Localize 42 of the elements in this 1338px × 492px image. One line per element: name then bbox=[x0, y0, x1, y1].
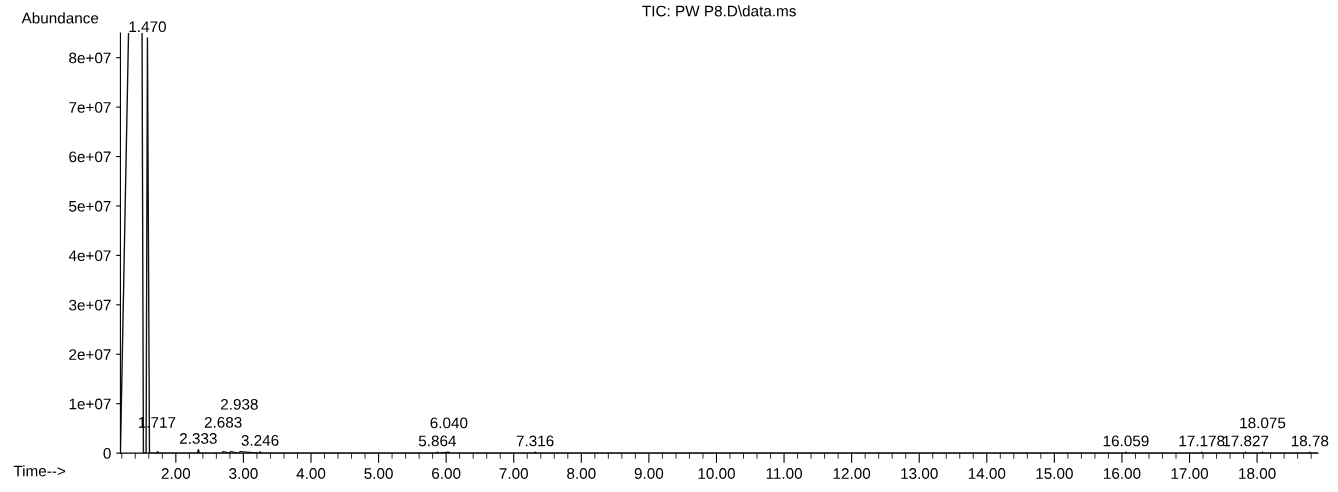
y-axis-title: Abundance bbox=[21, 12, 99, 24]
y-tick-label: 7e+07 bbox=[69, 101, 111, 113]
x-tick-label: 4.00 bbox=[296, 468, 326, 479]
x-tick-label: 8.00 bbox=[567, 468, 596, 479]
x-tick-label: 15.00 bbox=[1036, 468, 1073, 479]
annotation: 1.470 bbox=[129, 21, 166, 33]
x-tick-label: 13.00 bbox=[901, 468, 938, 479]
x-tick-label: 16.00 bbox=[1104, 468, 1141, 479]
x-tick-label: 10.00 bbox=[698, 468, 735, 479]
y-tick-label: 4e+07 bbox=[68, 250, 111, 262]
y-tick-label: 6e+07 bbox=[69, 151, 111, 163]
annotation: 16.059 bbox=[1103, 435, 1149, 447]
y-tick-label: 8e+07 bbox=[69, 52, 111, 64]
y-tick-label: 3e+07 bbox=[69, 299, 111, 311]
x-tick-label: 7.00 bbox=[499, 468, 528, 479]
x-tick-label: 17.00 bbox=[1171, 468, 1209, 479]
annotation: 7.316 bbox=[516, 435, 554, 447]
annotation: 6.040 bbox=[430, 417, 468, 429]
annotation: 2.333 bbox=[179, 433, 217, 444]
annotation: 18.075 bbox=[1240, 417, 1286, 429]
x-tick-label: 9.00 bbox=[634, 468, 664, 479]
annotation: 5.864 bbox=[418, 435, 457, 447]
x-tick-label: 5.00 bbox=[364, 468, 393, 479]
x-axis-title: Time--> bbox=[13, 465, 66, 477]
x-tick-label: 12.00 bbox=[833, 468, 871, 479]
y-tick-label: 5e+07 bbox=[69, 200, 111, 212]
x-tick-label: 14.00 bbox=[968, 468, 1006, 479]
annotation: 17.827 bbox=[1223, 435, 1269, 447]
annotation: 17.178 bbox=[1179, 435, 1225, 447]
annotation: 2.683 bbox=[204, 416, 242, 428]
chart-title: TIC: PW P8.D\data.ms bbox=[642, 5, 796, 17]
x-tick-label: 6.00 bbox=[432, 468, 461, 479]
annotation: 2.938 bbox=[221, 398, 258, 410]
y-tick-label: 0 bbox=[103, 448, 111, 459]
y-tick-label: 1e+07 bbox=[69, 398, 111, 410]
x-tick-label: 18.00 bbox=[1239, 468, 1276, 479]
x-tick-label: 2.00 bbox=[161, 468, 191, 479]
x-tick-label: 11.00 bbox=[766, 468, 803, 479]
y-tick-label: 2e+07 bbox=[69, 349, 111, 360]
x-tick-label: 3.00 bbox=[229, 468, 258, 479]
annotation: 3.246 bbox=[241, 435, 279, 446]
annotation: 18.78 bbox=[1291, 435, 1329, 447]
